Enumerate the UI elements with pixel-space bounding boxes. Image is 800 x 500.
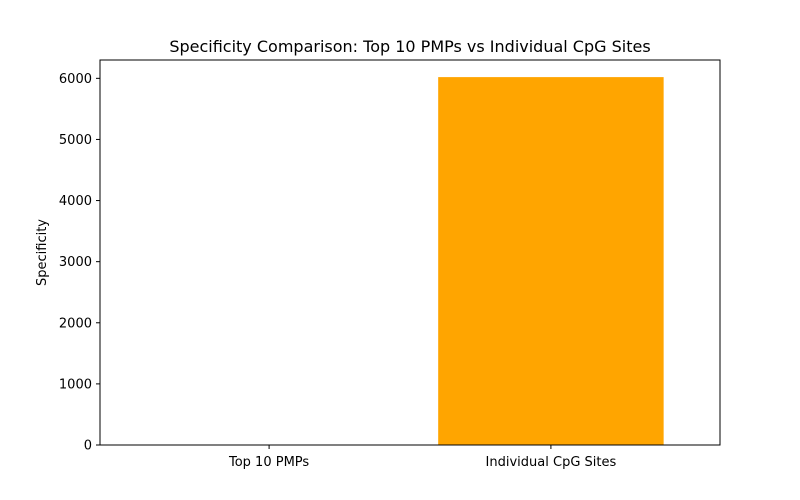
y-tick-label: 5000: [59, 133, 92, 148]
y-tick-label: 6000: [59, 72, 92, 87]
y-tick-label: 3000: [59, 255, 92, 270]
chart-title: Specificity Comparison: Top 10 PMPs vs I…: [169, 37, 650, 56]
y-tick-label: 0: [84, 439, 92, 454]
bar-individual-cpg-sites: [438, 77, 664, 445]
y-axis: 0 1000 2000 3000 4000 5000 6000: [59, 72, 100, 454]
plot-frame: [99, 59, 721, 446]
x-tick-label: Top 10 PMPs: [228, 455, 309, 470]
bars-group: [156, 77, 664, 445]
y-tick-label: 4000: [59, 194, 92, 209]
x-tick-label: Individual CpG Sites: [486, 455, 617, 470]
y-axis-label: Specificity: [35, 219, 50, 286]
y-tick-label: 2000: [59, 316, 92, 331]
y-tick-label: 1000: [59, 377, 92, 392]
x-axis: Top 10 PMPs Individual CpG Sites: [228, 445, 616, 470]
